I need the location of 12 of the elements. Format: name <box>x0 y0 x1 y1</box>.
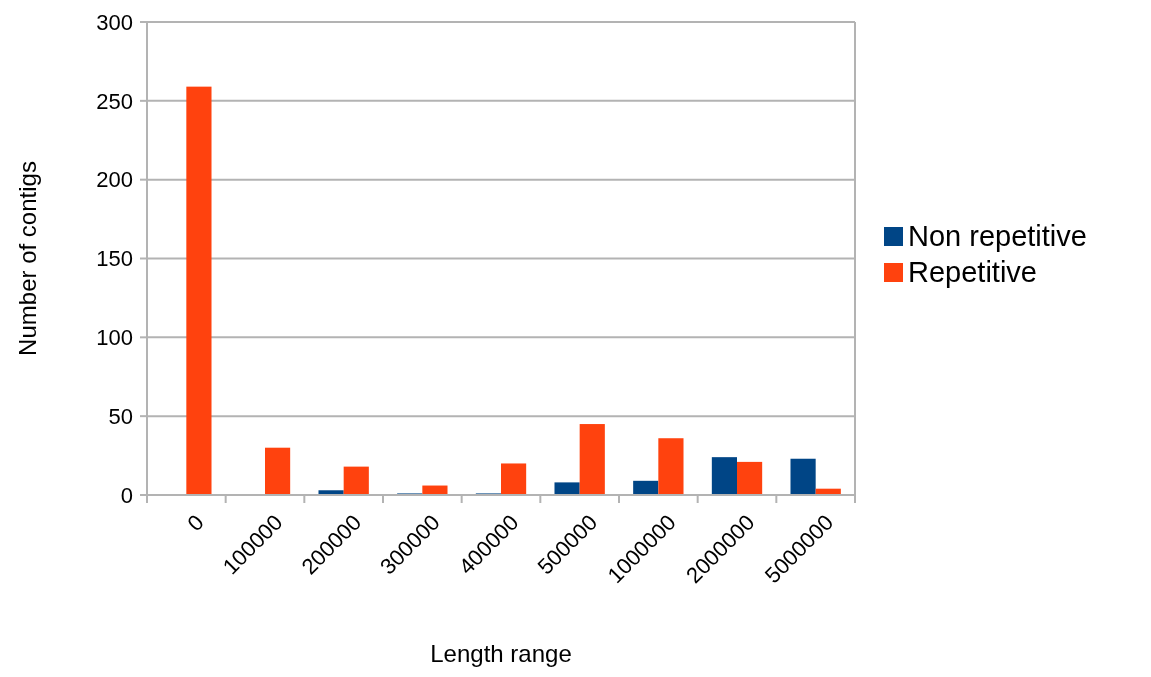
x-axis-title: Length range <box>430 640 572 667</box>
y-axis-title: Number of contigs <box>14 161 41 356</box>
y-tick-label: 150 <box>96 246 133 272</box>
y-tick-label: 100 <box>96 325 133 351</box>
x-tick-label: 0 <box>182 509 209 537</box>
legend-label: Repetitive <box>908 256 1037 289</box>
y-tick-label: 0 <box>120 482 133 508</box>
y-tick-label: 250 <box>96 88 133 114</box>
y-tick-label: 300 <box>96 9 133 35</box>
y-tick-label: 50 <box>108 403 133 429</box>
y-tick-label: 200 <box>96 167 133 193</box>
legend-label: Non repetitive <box>908 220 1087 253</box>
